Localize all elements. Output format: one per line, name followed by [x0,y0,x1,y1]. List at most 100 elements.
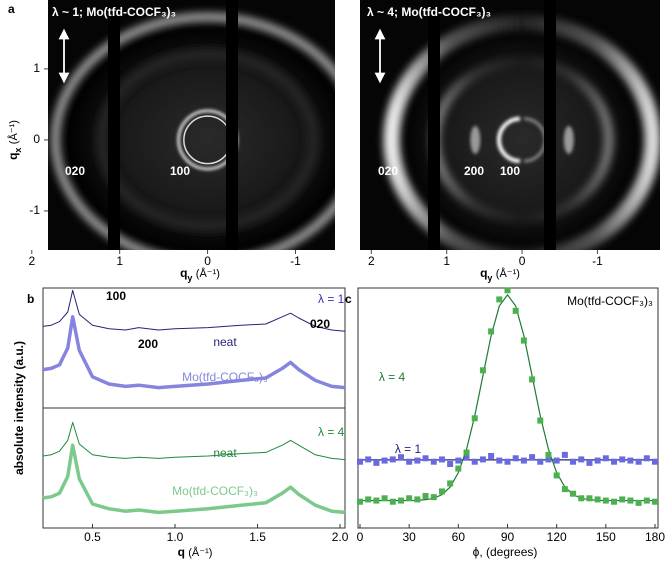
data-point [570,458,577,465]
x-tick-label: 120 [547,530,567,544]
data-point [463,454,470,461]
reflection-label: 020 [378,164,398,178]
data-point [357,458,363,465]
series-line [42,315,346,390]
data-point [479,367,486,374]
panel-label: b [27,292,34,306]
x-tick-label: 150 [596,530,616,544]
x-tick-label: 30 [402,530,416,544]
series-line [42,289,346,332]
data-point [594,496,601,503]
x-tick-label: 1 [443,254,450,268]
data-point [373,459,380,466]
series-label: λ = 1 [395,442,422,456]
image-title: λ ~ 1; Mo(tfd-COCF₃)₃ [52,5,176,19]
subpanel-label: λ = 4 [318,425,345,439]
data-point [504,458,511,465]
data-point [373,497,380,504]
data-point [586,459,593,466]
data-point [512,455,519,462]
outer-ring [383,14,660,250]
mid-ring [95,47,321,233]
data-point [602,497,609,504]
data-point [381,495,388,502]
data-point [365,456,372,463]
series-label: neat [213,335,237,349]
data-point [414,496,421,503]
diffraction-image [48,0,335,250]
data-point [602,455,609,462]
series-line [42,443,346,515]
x-tick-label: -1 [592,254,603,268]
beamstop-strip [428,0,440,250]
x-tick-label: 0 [519,254,526,268]
inner-arc [496,116,521,164]
y-tick-label: -1 [29,203,40,217]
x-tick-label: 60 [452,530,466,544]
data-point [479,456,486,463]
data-point [643,497,650,504]
axis-unit: (Å⁻¹) [196,267,220,280]
series-label: neat [213,446,237,460]
x-axis-label: ϕ, (degrees) [473,545,538,559]
series-line [42,421,346,461]
axis-unit: (Å⁻¹) [188,546,212,559]
data-point [635,499,642,506]
series-label: Mo(tfd-COCF₃)₃ [172,484,258,498]
x-tick-label: 1 [116,254,123,268]
x-tick-label: 0.5 [84,530,101,544]
data-point [643,455,650,462]
reflection-label: 020 [65,164,85,178]
data-point [381,457,388,464]
data-point [594,457,601,464]
axis-symbol: q [6,153,20,160]
data-point [397,497,404,504]
axis-label: qy (Å⁻¹) [180,266,220,283]
data-point [504,287,511,294]
x-tick-label: 2 [28,254,35,268]
data-point [619,456,626,463]
reflection-label: 100 [500,164,520,178]
axis-unit: (Å⁻¹) [496,267,520,280]
x-tick-label: 1.5 [249,530,266,544]
x-tick-label: 1.0 [167,530,184,544]
axis-label: q (Å⁻¹) [178,545,213,559]
data-point [611,458,618,465]
fit-line [360,293,655,502]
data-point [520,337,527,344]
spot-200 [563,125,574,154]
axis-subscript: x [13,148,23,153]
x-tick-label: 0 [357,530,364,544]
data-point [406,495,413,502]
x-tick-label: 2 [368,254,375,268]
data-point [578,456,585,463]
axis-subscript: y [187,273,192,283]
axis-symbol: q [480,266,487,280]
axis-symbol: q [180,266,187,280]
data-point [512,307,519,314]
x-tick-label: 2.0 [332,530,349,544]
data-point [471,415,478,422]
data-point [430,458,437,465]
data-point [496,457,503,464]
axis-symbol: q [178,545,185,559]
data-point [627,497,634,504]
axis-subscript: y [487,273,492,283]
data-point [635,458,642,465]
data-point [357,498,363,505]
data-point [365,496,372,503]
data-point [455,457,462,464]
data-point [537,458,544,465]
data-point [611,498,618,505]
data-point [488,328,495,335]
data-point [438,488,445,495]
data-point [545,456,552,463]
data-point [389,498,396,505]
beamstop-strip [108,0,120,250]
data-point [488,453,495,459]
beamstop-strip [544,0,556,250]
reflection-label: 200 [138,337,158,351]
data-point [586,495,593,502]
data-point [471,458,478,465]
data-point [406,458,413,465]
